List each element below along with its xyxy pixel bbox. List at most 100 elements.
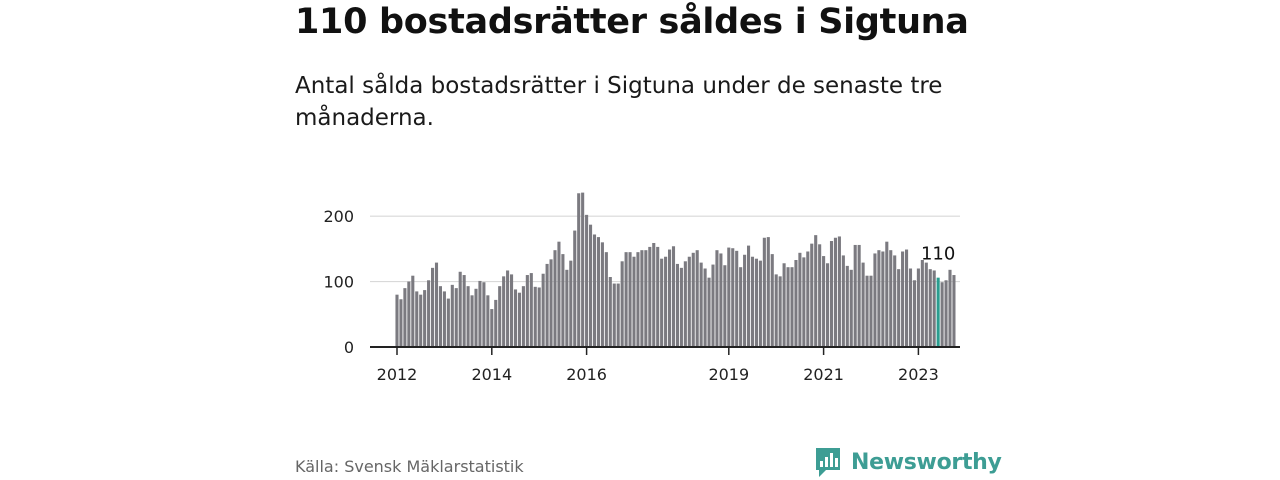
- bar: [691, 252, 695, 347]
- bar: [877, 250, 881, 347]
- bar: [885, 241, 889, 347]
- bar: [632, 256, 636, 347]
- bar: [837, 236, 841, 347]
- bar: [608, 277, 612, 347]
- bar: [853, 244, 857, 347]
- bar: [585, 214, 589, 347]
- bar: [628, 252, 632, 347]
- bar: [581, 192, 585, 347]
- bar: [719, 253, 723, 347]
- bar: [656, 246, 660, 347]
- bar: [660, 258, 664, 347]
- bar: [399, 299, 403, 347]
- bar: [616, 283, 620, 347]
- bar: [517, 292, 521, 347]
- bar: [407, 281, 411, 347]
- bar: [442, 291, 446, 347]
- bar: [932, 270, 936, 347]
- bar: [849, 269, 853, 347]
- bar: [470, 295, 474, 347]
- bar: [478, 280, 482, 347]
- bar: [924, 262, 928, 347]
- bar: [916, 268, 920, 347]
- newsworthy-logo[interactable]: Newsworthy: [814, 446, 1002, 478]
- bar: [810, 243, 814, 347]
- bar: [569, 260, 573, 347]
- bar: [857, 244, 861, 347]
- bar: [411, 275, 415, 347]
- x-tick-label-2012: 2012: [377, 365, 418, 384]
- bar: [786, 267, 790, 347]
- bar: [873, 253, 877, 347]
- bar: [486, 295, 490, 347]
- bar: [711, 264, 715, 347]
- bar: [549, 259, 553, 347]
- bar: [901, 251, 905, 347]
- bar-highlight: [936, 277, 940, 347]
- bar: [908, 268, 913, 347]
- chart-title: 110 bostadsrätter såldes i Sigtuna: [295, 2, 969, 42]
- bar-chart: 0 100 200 2012 2014 2016 2019 2021 2023 110: [323, 192, 960, 384]
- bar: [707, 277, 711, 347]
- bar: [565, 269, 569, 347]
- bar: [403, 288, 407, 348]
- bar: [703, 268, 707, 347]
- bar: [541, 273, 545, 347]
- bar: [715, 250, 719, 347]
- bar: [395, 294, 399, 347]
- bar: [521, 286, 525, 347]
- source-note: Källa: Svensk Mäklarstatistik: [295, 457, 524, 476]
- bar: [790, 267, 794, 347]
- bar: [592, 234, 597, 347]
- bar: [577, 193, 581, 347]
- bar: [553, 250, 557, 347]
- bar: [845, 265, 849, 347]
- bar: [905, 249, 909, 347]
- bar: [778, 276, 782, 347]
- bar: [600, 242, 604, 347]
- bar: [671, 246, 676, 347]
- bar: [897, 269, 901, 347]
- bar: [818, 244, 822, 347]
- bar: [928, 269, 932, 347]
- bar: [766, 237, 770, 347]
- bar: [782, 263, 786, 347]
- bar: [474, 288, 478, 347]
- y-tick-label-100: 100: [323, 273, 354, 292]
- bar: [502, 276, 506, 347]
- bar: [944, 280, 948, 347]
- bar: [723, 265, 727, 347]
- bar: [861, 262, 865, 347]
- bars: [395, 192, 956, 348]
- bar: [881, 251, 885, 347]
- bar: [561, 254, 565, 347]
- bar: [525, 275, 529, 347]
- bar: [537, 287, 541, 347]
- bar: [438, 286, 442, 347]
- x-tick-label-2014: 2014: [471, 365, 512, 384]
- bar: [798, 252, 802, 347]
- bar: [679, 267, 683, 347]
- bar: [750, 256, 755, 347]
- newsworthy-logo-icon: [816, 448, 840, 477]
- bar: [482, 282, 486, 347]
- bar: [513, 289, 518, 347]
- x-tick-label-2021: 2021: [803, 365, 844, 384]
- bar: [699, 262, 703, 347]
- x-tick-label-2023: 2023: [898, 365, 939, 384]
- bar: [668, 249, 672, 347]
- bar: [758, 260, 762, 347]
- bar: [687, 256, 691, 347]
- bar: [695, 250, 699, 347]
- bar: [490, 309, 494, 347]
- bar: [506, 270, 510, 347]
- bar: [770, 254, 774, 347]
- bar: [794, 260, 798, 347]
- bar: [648, 246, 652, 347]
- bar: [636, 252, 640, 347]
- y-tick-label-200: 200: [323, 207, 354, 226]
- labels: 0 100 200 2012 2014 2016 2019 2021 2023 110: [323, 207, 955, 384]
- bar: [841, 255, 845, 347]
- bar: [865, 275, 869, 347]
- bar: [664, 256, 668, 347]
